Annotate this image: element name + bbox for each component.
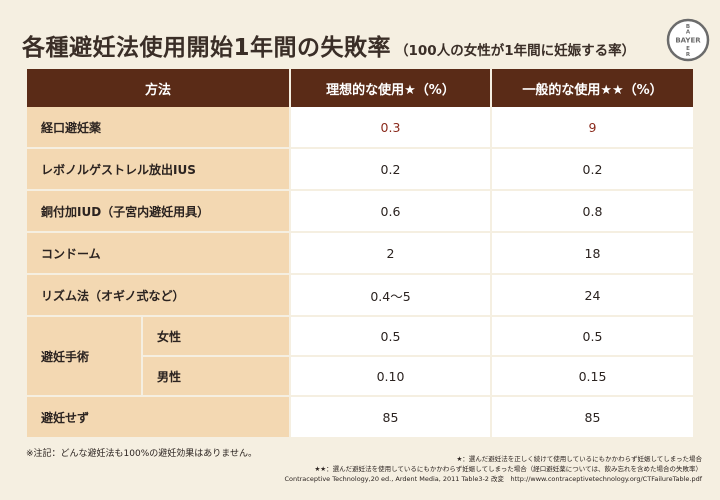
svg-text:R: R (686, 52, 691, 58)
typical-cell: 0.8 (492, 191, 693, 233)
page-title: 各種避妊法使用開始1年間の失敗率 (22, 35, 392, 61)
title-row: 各種避妊法使用開始1年間の失敗率 （100人の女性が1年間に妊娠する率） (22, 28, 635, 62)
method-cell: 避妊せず (27, 397, 291, 439)
note-ideal-definition: ★：選んだ避妊法を正しく続けて使用しているにもかかわらず妊娠してしまった場合 (456, 455, 702, 463)
source-notes: ★：選んだ避妊法を正しく続けて使用しているにもかかわらず妊娠してしまった場合 ★… (284, 454, 702, 484)
method-cell: コンドーム (27, 233, 291, 275)
ideal-cell: 0.3 (291, 107, 492, 149)
method-cell: レボノルゲストレル放出IUS (27, 149, 291, 191)
ideal-cell: 0.2 (291, 149, 492, 191)
ideal-cell: 0.4〜5 (291, 275, 492, 317)
disclaimer-note: ※注記：どんな避妊法も100%の避妊効果はありません。 (26, 449, 258, 459)
ideal-cell: 85 (291, 397, 492, 439)
table-row: 避妊せず 85 85 (27, 397, 693, 439)
header-method: 方法 (27, 69, 291, 107)
ideal-cell: 0.10 (291, 357, 492, 397)
typical-cell: 85 (492, 397, 693, 439)
table-row: レボノルゲストレル放出IUS 0.2 0.2 (27, 149, 693, 191)
typical-cell: 0.5 (492, 317, 693, 357)
typical-cell: 0.15 (492, 357, 693, 397)
ideal-cell: 2 (291, 233, 492, 275)
note-typical-definition: ★★：選んだ避妊法を使用しているにもかかわらず妊娠してしまった場合（経口避妊薬に… (314, 465, 702, 473)
svg-text:E: E (686, 46, 690, 52)
ideal-cell: 0.6 (291, 191, 492, 233)
table-row: 経口避妊薬 0.3 9 (27, 107, 693, 149)
bayer-logo: BAYER B A E R (666, 18, 710, 62)
method-cell: リズム法（オギノ式など） (27, 275, 291, 317)
table-row: 銅付加IUD（子宮内避妊用具） 0.6 0.8 (27, 191, 693, 233)
method-cell: 銅付加IUD（子宮内避妊用具） (27, 191, 291, 233)
typical-cell: 18 (492, 233, 693, 275)
page-subtitle: （100人の女性が1年間に妊娠する率） (395, 43, 636, 59)
header-typical-use: 一般的な使用★★（%） (492, 69, 693, 107)
table-row: 男性 0.10 0.15 (27, 357, 693, 397)
typical-cell: 24 (492, 275, 693, 317)
ideal-cell: 0.5 (291, 317, 492, 357)
svg-text:B: B (686, 24, 690, 30)
sub-method-cell: 男性 (143, 357, 291, 397)
failure-rate-table: 方法 理想的な使用★（%） 一般的な使用★★（%） 経口避妊薬 0.3 9 レボ… (27, 69, 693, 439)
table-row: 避妊手術 女性 0.5 0.5 (27, 317, 693, 397)
typical-cell: 0.2 (492, 149, 693, 191)
svg-text:BAYER: BAYER (675, 37, 701, 45)
svg-text:A: A (686, 30, 691, 36)
sub-method-cell: 女性 (143, 317, 291, 357)
table-row: コンドーム 2 18 (27, 233, 693, 275)
table-header-row: 方法 理想的な使用★（%） 一般的な使用★★（%） (27, 69, 693, 107)
method-cell: 避妊手術 (27, 317, 143, 397)
note-source-citation: Contraceptive Technology,20 ed., Ardent … (284, 475, 702, 483)
method-cell: 経口避妊薬 (27, 107, 291, 149)
typical-cell: 9 (492, 107, 693, 149)
header-ideal-use: 理想的な使用★（%） (291, 69, 492, 107)
table-row: リズム法（オギノ式など） 0.4〜5 24 (27, 275, 693, 317)
